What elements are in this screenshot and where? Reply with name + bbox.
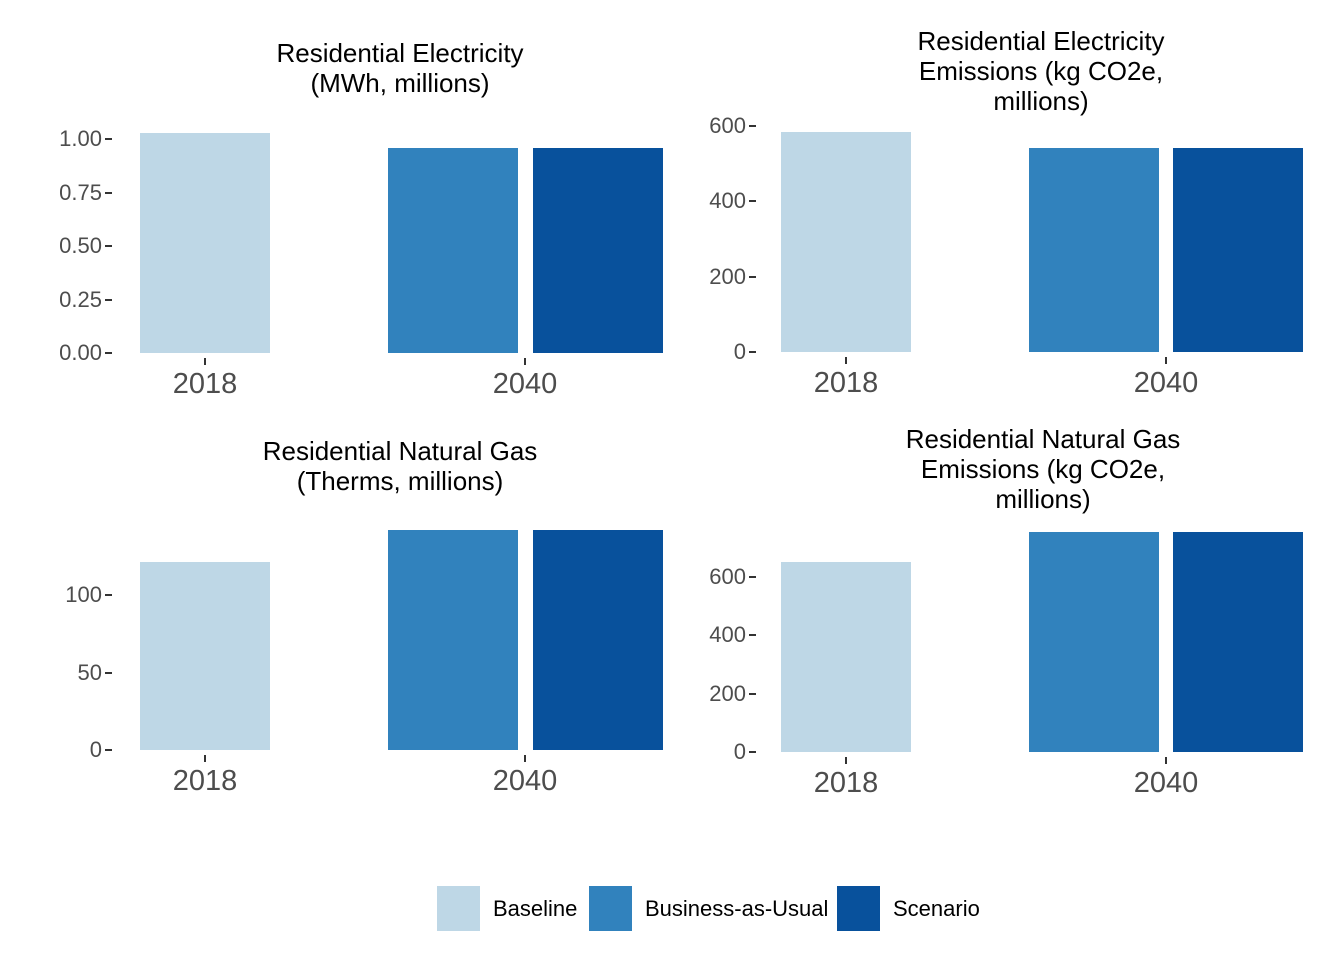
bar-business-as-usual: [388, 147, 518, 353]
y-tick-label: 0: [733, 339, 746, 364]
y-tick-mark: [105, 245, 112, 247]
legend-label: Business-as-Usual: [645, 896, 829, 921]
y-tick-label: 600: [709, 113, 746, 139]
legend-label: Baseline: [493, 896, 578, 921]
y-tick-label: 0: [89, 737, 102, 762]
y-tick-mark: [105, 138, 112, 140]
y-tick-label: 1.00: [59, 126, 102, 151]
y-tick-label: 400: [709, 188, 746, 214]
x-tick-label: 2018: [813, 367, 879, 399]
y-tick-label: 0: [733, 739, 746, 764]
x-tick-mark: [1165, 357, 1167, 364]
x-tick-label: 2018: [813, 767, 879, 799]
x-tick-mark: [845, 357, 847, 364]
y-tick-mark: [749, 576, 756, 579]
y-tick-mark: [749, 634, 756, 637]
bar-baseline: [781, 131, 911, 352]
x-tick-label: 2040: [492, 765, 558, 797]
chart-residential-natural-gas: Residential Natural Gas (Therms, million…: [0, 420, 672, 840]
x-tick-mark: [204, 358, 206, 365]
chart-residential-natural-gas-emissions: Residential Natural Gas Emissions (kg CO…: [672, 420, 1344, 840]
y-tick-label: 400: [709, 622, 746, 648]
y-tick-mark: [105, 594, 112, 596]
x-tick-label: 2040: [1133, 367, 1199, 399]
bar-baseline: [140, 562, 270, 750]
y-tick-label: 200: [709, 263, 746, 289]
chart-residential-electricity: Residential Electricity (MWh, millions) 0…: [0, 0, 672, 420]
y-tick-label: 0.00: [59, 340, 102, 365]
x-tick-mark: [524, 358, 526, 365]
chart-title: Residential Electricity Emissions (kg CO…: [917, 26, 1165, 116]
y-tick-mark: [105, 671, 112, 674]
legend-label: Scenario: [893, 896, 980, 921]
y-tick-mark: [105, 352, 112, 354]
bar-business-as-usual: [1029, 147, 1159, 352]
y-tick-label: 0.25: [59, 286, 102, 312]
y-tick-mark: [105, 191, 112, 194]
legend-swatch-business-as-usual: [589, 886, 632, 931]
legend-swatch-baseline: [437, 886, 480, 931]
y-tick-label: 0.50: [59, 233, 102, 258]
x-tick-mark: [204, 755, 206, 762]
y-tick-mark: [749, 692, 756, 695]
y-tick-label: 0.75: [59, 179, 102, 205]
y-tick-label: 50: [77, 659, 102, 685]
y-tick-label: 600: [709, 564, 746, 590]
legend-swatch-scenario: [837, 886, 880, 931]
y-tick-mark: [749, 275, 756, 278]
bar-scenario: [1173, 147, 1303, 352]
y-tick-mark: [749, 200, 756, 203]
chart-title: Residential Natural Gas (Therms, million…: [262, 436, 538, 496]
bar-business-as-usual: [1029, 531, 1159, 752]
x-tick-mark: [845, 757, 847, 764]
bar-scenario: [533, 147, 663, 353]
y-tick-label: 100: [65, 582, 102, 607]
x-tick-label: 2018: [172, 368, 238, 400]
chart-title: Residential Electricity (MWh, millions): [276, 38, 524, 98]
chart-title: Residential Natural Gas Emissions (kg CO…: [905, 424, 1181, 514]
y-tick-mark: [749, 751, 756, 753]
x-tick-label: 2040: [492, 368, 558, 400]
x-tick-mark: [524, 755, 526, 762]
y-tick-mark: [105, 298, 112, 301]
bar-baseline: [140, 132, 270, 353]
x-tick-label: 2040: [1133, 767, 1199, 799]
chart-residential-electricity-emissions: Residential Electricity Emissions (kg CO…: [672, 0, 1344, 420]
bar-scenario: [533, 529, 663, 750]
x-tick-mark: [1165, 757, 1167, 764]
y-tick-mark: [749, 351, 756, 353]
bar-baseline: [781, 561, 911, 752]
y-tick-label: 200: [709, 680, 746, 706]
bar-scenario: [1173, 531, 1303, 752]
y-tick-mark: [749, 125, 756, 128]
x-tick-label: 2018: [172, 765, 238, 797]
bar-business-as-usual: [388, 529, 518, 750]
y-tick-mark: [105, 749, 112, 751]
